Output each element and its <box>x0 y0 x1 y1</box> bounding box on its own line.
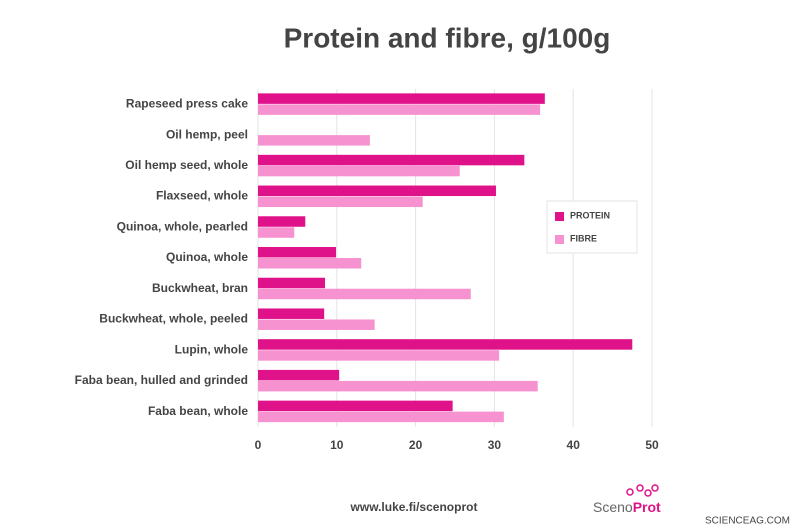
legend-label: PROTEIN <box>570 210 610 220</box>
logo-part: Prot <box>633 499 661 515</box>
bar <box>258 350 500 361</box>
legend: PROTEIN FIBRE <box>546 200 638 254</box>
bar <box>258 227 295 238</box>
logo-text: ScenoProt <box>593 499 661 515</box>
watermark: SCIENCEAG.COM <box>705 516 790 527</box>
bar <box>258 104 541 115</box>
bar <box>258 400 453 412</box>
legend-label: FIBRE <box>570 233 597 243</box>
legend-swatch <box>555 212 564 221</box>
bar <box>258 369 340 381</box>
y-tick-label: Faba bean, whole <box>148 404 248 418</box>
bar <box>258 154 525 166</box>
logo-dot <box>651 484 659 492</box>
bar <box>258 196 423 208</box>
y-tick-label: Faba bean, hulled and grinded <box>75 373 248 387</box>
bar <box>258 308 325 319</box>
x-tick-label: 0 <box>255 438 262 452</box>
bar <box>258 288 471 300</box>
bar <box>258 339 633 350</box>
logo-dot <box>644 489 652 497</box>
bar <box>258 258 362 269</box>
x-tick-label: 20 <box>409 438 423 452</box>
bar <box>258 380 538 392</box>
legend-swatch <box>555 235 564 244</box>
footer-url: www.luke.fi/scenoprot <box>350 500 478 514</box>
y-tick-label: Quinoa, whole, pearled <box>117 219 248 233</box>
bar <box>258 319 375 330</box>
y-tick-label: Rapeseed press cake <box>126 97 248 111</box>
bar <box>258 277 325 289</box>
bar <box>258 411 504 423</box>
x-tick-label: 50 <box>645 438 659 452</box>
logo-dot <box>626 488 634 496</box>
y-tick-label: Oil hemp, peel <box>166 127 248 141</box>
y-tick-label: Buckwheat, bran <box>152 281 248 295</box>
bar <box>258 185 496 197</box>
chart-title: Protein and fibre, g/100g <box>284 22 611 53</box>
bar <box>258 216 306 227</box>
y-tick-label: Flaxseed, whole <box>156 189 248 203</box>
legend-box <box>546 200 638 254</box>
y-tick-label: Oil hemp seed, whole <box>125 158 248 172</box>
x-tick-label: 10 <box>330 438 344 452</box>
y-tick-label: Lupin, whole <box>175 342 249 356</box>
bar <box>258 247 337 258</box>
y-tick-label: Quinoa, whole <box>166 250 248 264</box>
bar <box>258 93 545 104</box>
logo-dot <box>636 484 644 492</box>
x-tick-label: 30 <box>488 438 502 452</box>
x-tick-label: 40 <box>567 438 581 452</box>
logo-part: Sceno <box>593 499 633 515</box>
bar <box>258 135 370 146</box>
bar <box>258 165 460 177</box>
logo: ScenoProt <box>593 484 661 515</box>
y-tick-label: Buckwheat, whole, peeled <box>99 312 248 326</box>
